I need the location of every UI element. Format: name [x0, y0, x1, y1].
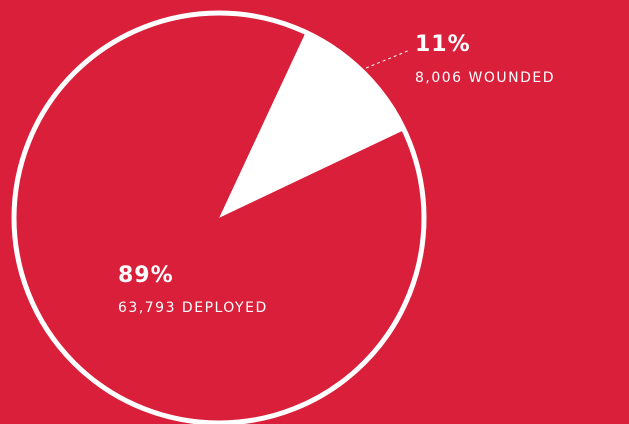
value-label: 11% [415, 32, 471, 57]
pie-slice [219, 32, 405, 218]
pie-outline [11, 10, 427, 424]
category-label: 8,006 WOUNDED [415, 70, 555, 86]
leader-line [365, 49, 411, 69]
category-label: 63,793 DEPLOYED [118, 300, 268, 316]
pie-slice [14, 12, 425, 424]
pie [14, 12, 425, 424]
value-label: 89% [118, 263, 174, 288]
